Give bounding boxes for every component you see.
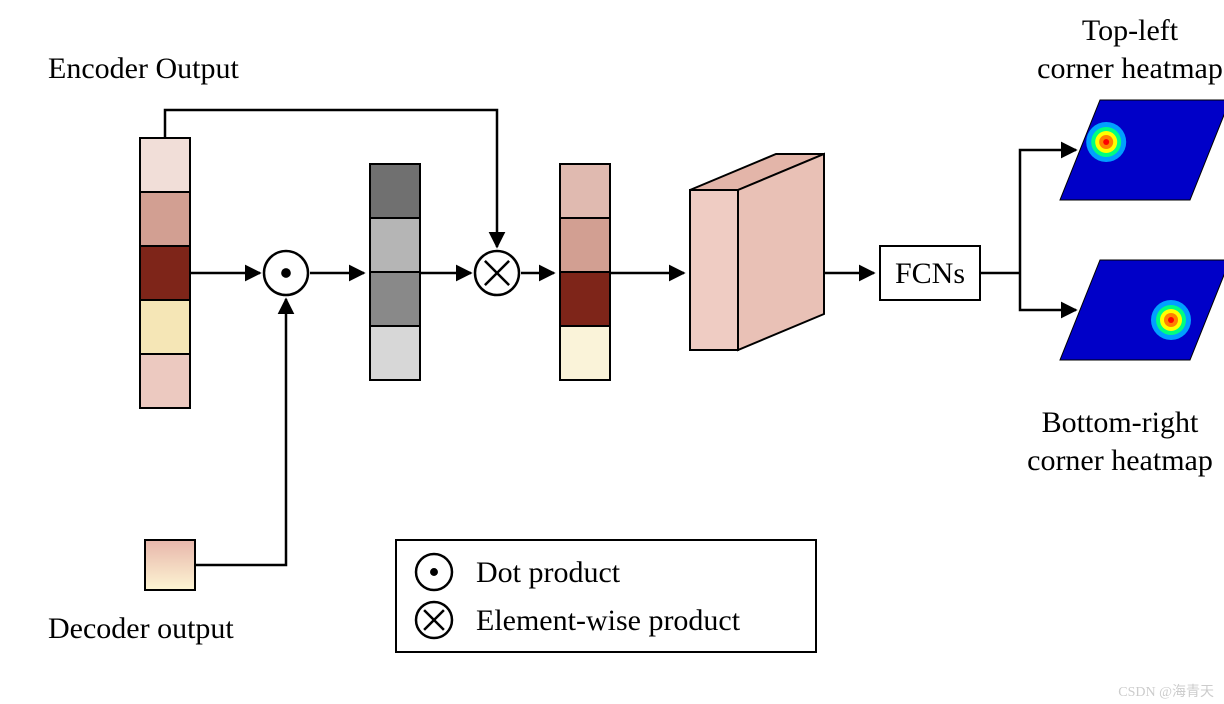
- architecture-diagram: Encoder Output Decoder output FCNs Top-left…: [0, 0, 1224, 704]
- top-heatmap-label-1: Top-left: [1082, 14, 1179, 47]
- legend-dot-label: Dot product: [476, 556, 621, 589]
- bottom-heatmap-label-2: corner heatmap: [1027, 444, 1213, 477]
- decoder-output-label: Decoder output: [48, 612, 234, 645]
- decoder-output-box: [145, 540, 195, 590]
- top-heatmap-label-2: corner heatmap: [1037, 52, 1223, 85]
- intermediate-vector: [370, 164, 420, 380]
- bottom-heatmap-label-1: Bottom-right: [1042, 406, 1199, 439]
- legend-times-icon: [416, 602, 452, 638]
- conv-block-3d: [690, 154, 824, 350]
- dot-product-op: [264, 251, 308, 295]
- elementwise-op: [475, 251, 519, 295]
- encoder-vector: [140, 138, 190, 408]
- fcns-label: FCNs: [895, 257, 965, 290]
- watermark: CSDN @海青天: [1118, 684, 1214, 700]
- result-vector: [560, 164, 610, 380]
- legend-dot-icon: [416, 554, 452, 590]
- legend-times-label: Element-wise product: [476, 604, 741, 637]
- encoder-output-label: Encoder Output: [48, 52, 239, 85]
